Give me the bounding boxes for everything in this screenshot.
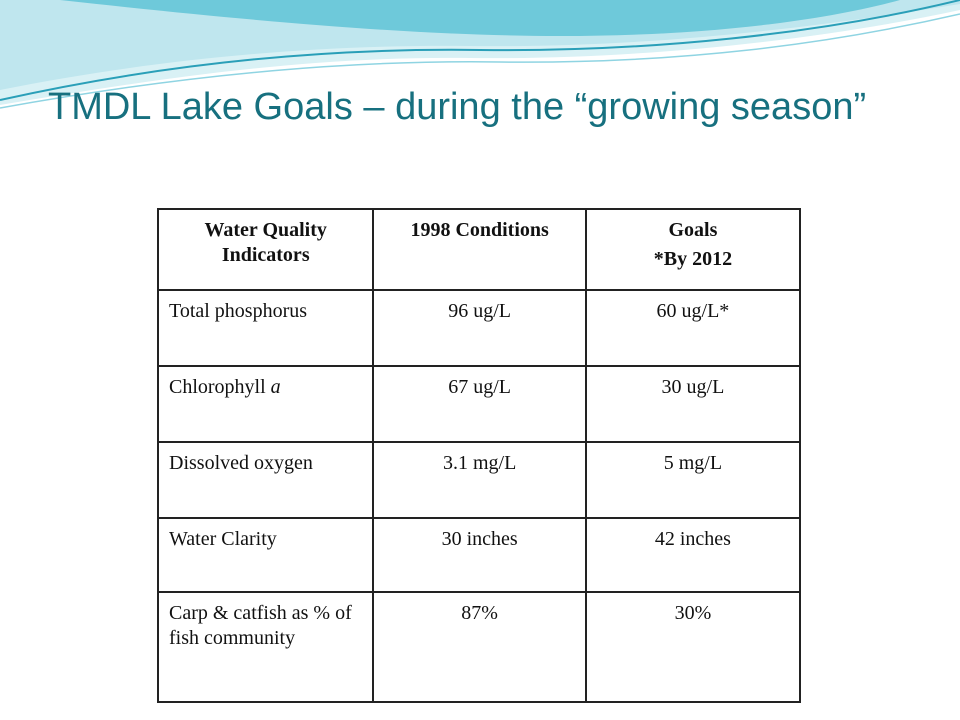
table-row: Water Clarity 30 inches 42 inches: [156, 517, 802, 593]
header-goals-label: Goals: [668, 219, 718, 241]
table-row: Total phosphorus 96 ug/L 60 ug/L*: [156, 289, 802, 367]
header-1998-conditions: 1998 Conditions: [372, 208, 587, 291]
indicator-cell: Water Clarity: [156, 517, 375, 593]
goal-cell: 30%: [584, 591, 802, 703]
indicator-text: Chlorophyll: [169, 376, 271, 398]
header-wave-decoration: [0, 0, 960, 109]
header-goals: Goals *By 2012: [584, 208, 802, 291]
table-row: Dissolved oxygen 3.1 mg/L 5 mg/L: [156, 441, 802, 519]
conditions-cell: 87%: [372, 591, 587, 703]
indicator-cell: Dissolved oxygen: [156, 441, 375, 519]
goal-cell: 42 inches: [584, 517, 802, 593]
conditions-cell: 96 ug/L: [372, 289, 587, 367]
header-goals-note: *By 2012: [653, 248, 733, 270]
slide-title: TMDL Lake Goals – during the “growing se…: [48, 86, 867, 128]
indicator-italic-text: a: [270, 376, 281, 398]
table-header-row: Water Quality Indicators 1998 Conditions…: [156, 208, 802, 291]
wave-band-bright: [60, 0, 900, 36]
table-row: Carp & catfish as % of fish community 87…: [156, 591, 802, 703]
conditions-cell: 3.1 mg/L: [372, 441, 587, 519]
goal-cell: 30 ug/L: [584, 365, 802, 443]
goal-cell: 60 ug/L*: [584, 289, 802, 367]
indicator-cell: Carp & catfish as % of fish community: [156, 591, 375, 703]
wave-line-dark: [0, 0, 960, 101]
header-indicators: Water Quality Indicators: [156, 208, 375, 291]
conditions-cell: 67 ug/L: [372, 365, 587, 443]
wave-line-light: [0, 13, 960, 109]
table-row: Chlorophyll a 67 ug/L 30 ug/L: [156, 365, 802, 443]
water-quality-table: Water Quality Indicators 1998 Conditions…: [156, 208, 802, 703]
goal-cell: 5 mg/L: [584, 441, 802, 519]
conditions-cell: 30 inches: [372, 517, 587, 593]
indicator-cell: Chlorophyll a: [156, 365, 375, 443]
indicator-cell: Total phosphorus: [156, 289, 375, 367]
